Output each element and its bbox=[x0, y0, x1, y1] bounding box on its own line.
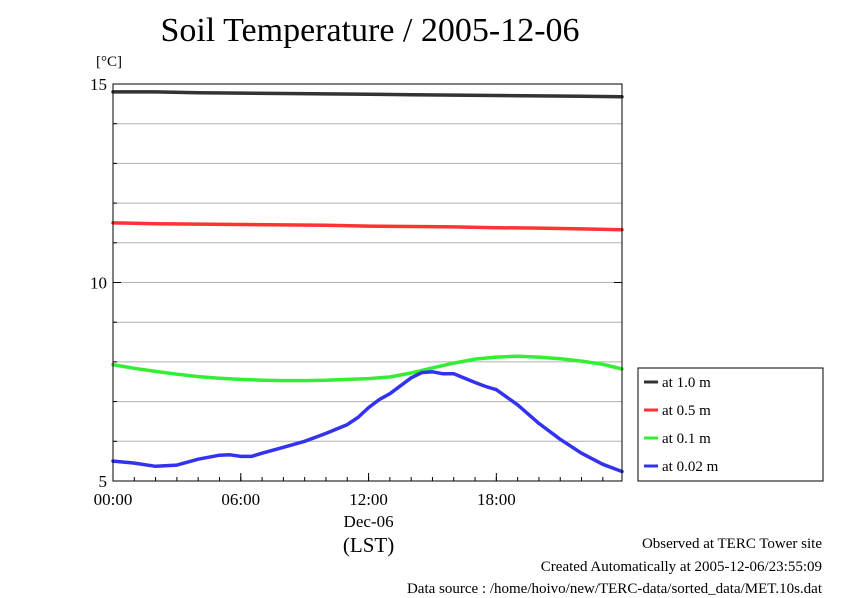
series-layer bbox=[111, 90, 624, 474]
x-tick-label: 18:00 bbox=[477, 490, 516, 509]
x-tick-label: 06:00 bbox=[221, 490, 260, 509]
legend-box bbox=[637, 367, 824, 482]
legend-label-0: at 1.0 m bbox=[662, 375, 711, 391]
series-line-2 bbox=[111, 354, 624, 383]
legend-label-2: at 0.1 m bbox=[662, 431, 711, 447]
footer-observed: Observed at TERC Tower site bbox=[641, 536, 822, 552]
series-line-1 bbox=[111, 221, 624, 232]
legend-label-3: at 0.02 m bbox=[662, 459, 719, 475]
y-tick-label: 10 bbox=[90, 274, 107, 293]
x-tick-label: 12:00 bbox=[349, 490, 388, 509]
y-tick-label: 15 bbox=[90, 75, 107, 94]
x-tick-label: 00:00 bbox=[94, 490, 133, 509]
footer-created: Created Automatically at 2005-12-06/23:5… bbox=[540, 559, 822, 575]
y-axis-unit: [°C] bbox=[96, 54, 122, 70]
footer-source: Data source : /home/hoivo/new/TERC-data/… bbox=[406, 581, 822, 597]
grid-lines bbox=[113, 123, 622, 442]
legend-label-1: at 0.5 m bbox=[662, 403, 711, 419]
y-tick-label: 5 bbox=[99, 472, 108, 491]
chart-title: Soil Temperature / 2005-12-06 bbox=[160, 12, 580, 49]
series-line-0 bbox=[111, 90, 624, 99]
series-line-3 bbox=[111, 370, 624, 474]
x-axis-label: (LST) bbox=[343, 533, 394, 557]
x-date-label: Dec-06 bbox=[344, 512, 394, 531]
legend: at 1.0 m at 0.5 m at 0.1 m at 0.02 m bbox=[637, 367, 824, 482]
axis-ticks: 5 10 15 00:00 06:00 12:00 18:00 Dec-06 (LST) bbox=[90, 75, 622, 557]
